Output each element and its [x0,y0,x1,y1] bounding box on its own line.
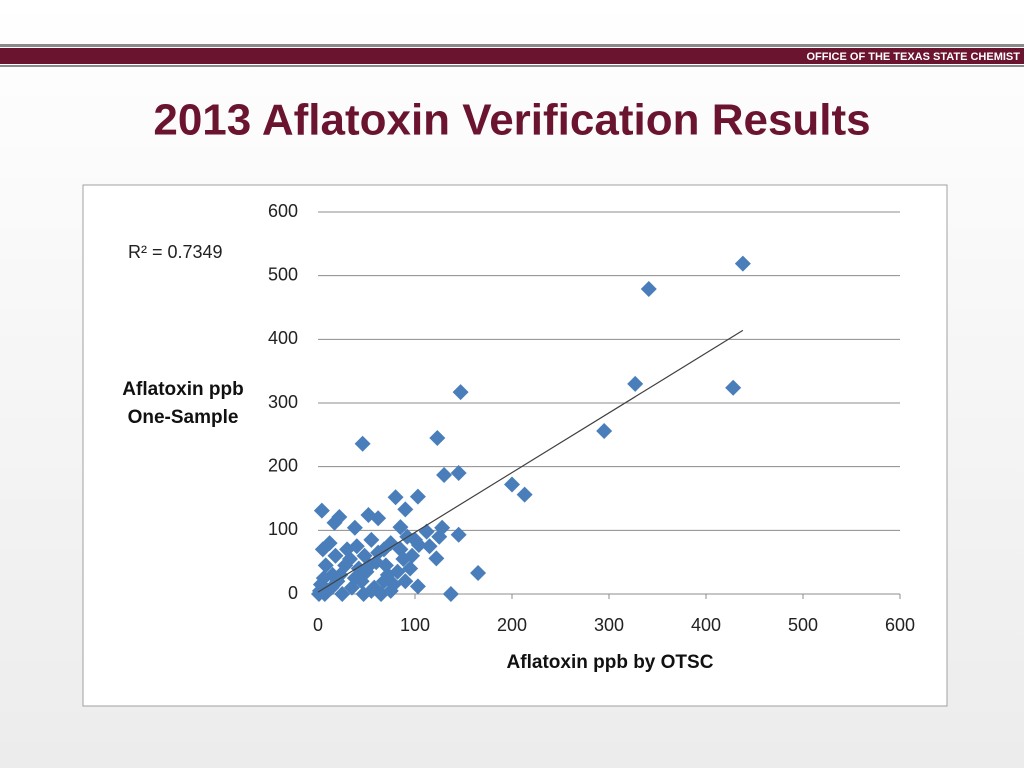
data-point [377,557,394,574]
data-point [332,566,349,583]
data-point [313,502,330,519]
data-point [342,550,359,567]
data-point [627,375,644,392]
data-point [421,538,438,555]
data-point [326,514,343,531]
data-point [640,281,657,298]
data-point [407,531,423,548]
org-name: OFFICE OF THE TEXAS STATE CHEMIST [807,51,1021,63]
data-point [404,547,421,564]
data-point [327,547,344,564]
header-stripe [0,65,1024,67]
data-point [354,435,371,452]
y-tick-label: 200 [268,455,298,475]
data-point [361,557,378,574]
y-tick-label: 500 [268,264,298,284]
data-point [392,519,409,536]
data-point [314,541,331,558]
y-axis-label: Aflatoxin ppb [122,379,243,400]
data-point [382,582,399,599]
x-tick-label: 200 [497,615,527,635]
data-point [315,570,332,587]
x-tick-label: 300 [594,615,624,635]
slide-title: 2013 Aflatoxin Verification Results [153,96,870,145]
data-point [397,501,414,518]
y-tick-label: 400 [268,328,298,348]
chart-frame [82,184,948,707]
data-point [725,379,742,396]
x-tick-label: 600 [885,615,915,635]
data-point [397,573,414,590]
data-point [389,563,406,580]
annotation: R² = 0.7349 [128,242,223,262]
data-point [387,489,404,506]
data-point [596,423,613,440]
data-point [348,538,365,555]
data-point [450,465,467,482]
y-tick-label: 300 [268,392,298,412]
data-point [470,564,487,581]
data-point [334,586,351,602]
data-point [516,486,533,503]
data-point [428,550,445,567]
trendline [317,329,744,593]
data-point [402,560,419,577]
plot-area: 0 100 200 300 400 500 600 0 100 200 300 400 500 600 [268,201,915,635]
x-axis-label: Aflatoxin ppb by OTSC [507,652,714,673]
y-tick-label: 0 [288,583,298,603]
data-point [436,466,453,483]
y-axis-label: One-Sample [128,407,239,428]
data-point [450,526,467,543]
data-point [346,519,363,536]
data-point [370,544,387,561]
data-point [734,255,751,272]
data-point [317,557,334,574]
data-point [452,384,469,401]
x-tick-label: 400 [691,615,721,635]
data-point [346,570,363,587]
y-tick-label: 100 [268,519,298,539]
data-point [370,510,387,527]
header-bar [0,48,1024,64]
header-stripe [0,44,1024,47]
data-point [409,578,426,595]
data-point [504,476,520,493]
data-point [409,488,426,505]
data-point [363,531,380,548]
data-point [355,586,372,602]
data-point [442,586,459,602]
data-point [429,430,446,447]
x-tick-label: 100 [400,615,430,635]
x-tick-label: 0 [313,615,323,635]
data-point [375,573,392,590]
data-point [392,541,409,558]
x-tick-label: 500 [788,615,818,635]
y-tick-label: 600 [268,201,298,221]
data-point [431,528,448,545]
